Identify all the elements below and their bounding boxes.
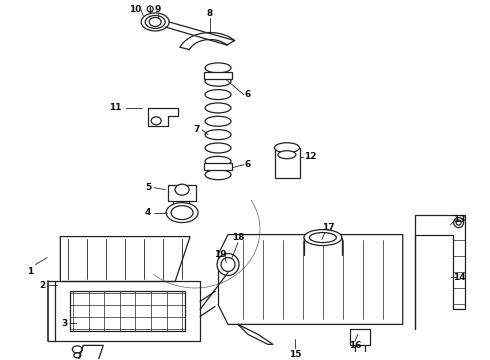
Text: 11: 11 (109, 103, 122, 112)
Ellipse shape (151, 117, 161, 125)
Bar (204, 72, 232, 79)
Bar (350, 329, 370, 345)
Text: 19: 19 (214, 250, 226, 259)
Ellipse shape (454, 217, 464, 228)
Ellipse shape (147, 6, 153, 12)
Text: 4: 4 (145, 208, 151, 217)
Ellipse shape (456, 220, 461, 225)
Ellipse shape (205, 116, 231, 126)
Text: 9: 9 (155, 5, 161, 14)
Text: 17: 17 (321, 223, 334, 232)
Bar (204, 163, 232, 170)
Text: 16: 16 (348, 341, 361, 350)
Text: 18: 18 (232, 233, 244, 242)
Ellipse shape (175, 184, 189, 195)
Text: 8: 8 (207, 9, 213, 18)
Ellipse shape (205, 156, 231, 166)
Text: 1: 1 (27, 267, 33, 276)
Ellipse shape (171, 206, 193, 220)
Ellipse shape (141, 13, 169, 31)
Ellipse shape (309, 233, 336, 243)
Ellipse shape (149, 18, 161, 26)
Ellipse shape (274, 143, 299, 153)
Text: 14: 14 (453, 273, 466, 282)
Ellipse shape (205, 170, 231, 180)
Ellipse shape (74, 353, 81, 358)
Text: 12: 12 (304, 152, 316, 161)
Ellipse shape (205, 63, 231, 73)
Ellipse shape (205, 130, 231, 140)
Bar (71, 292, 185, 332)
Ellipse shape (205, 76, 231, 86)
Text: 2: 2 (39, 281, 46, 290)
Text: 7: 7 (193, 125, 199, 134)
Ellipse shape (145, 15, 165, 28)
Text: 13: 13 (453, 215, 466, 224)
Ellipse shape (205, 90, 231, 100)
Text: 5: 5 (145, 183, 151, 192)
Text: 15: 15 (289, 350, 301, 359)
Ellipse shape (217, 253, 239, 275)
Ellipse shape (166, 203, 198, 222)
Ellipse shape (221, 257, 235, 271)
Bar (168, 185, 196, 201)
Ellipse shape (73, 346, 82, 353)
Text: 6: 6 (245, 90, 251, 99)
Ellipse shape (205, 143, 231, 153)
Ellipse shape (304, 230, 342, 246)
Ellipse shape (278, 151, 296, 159)
Bar (275, 148, 300, 178)
Text: 3: 3 (61, 319, 68, 328)
Ellipse shape (205, 103, 231, 113)
Text: 6: 6 (245, 160, 251, 169)
Text: 10: 10 (129, 5, 142, 14)
